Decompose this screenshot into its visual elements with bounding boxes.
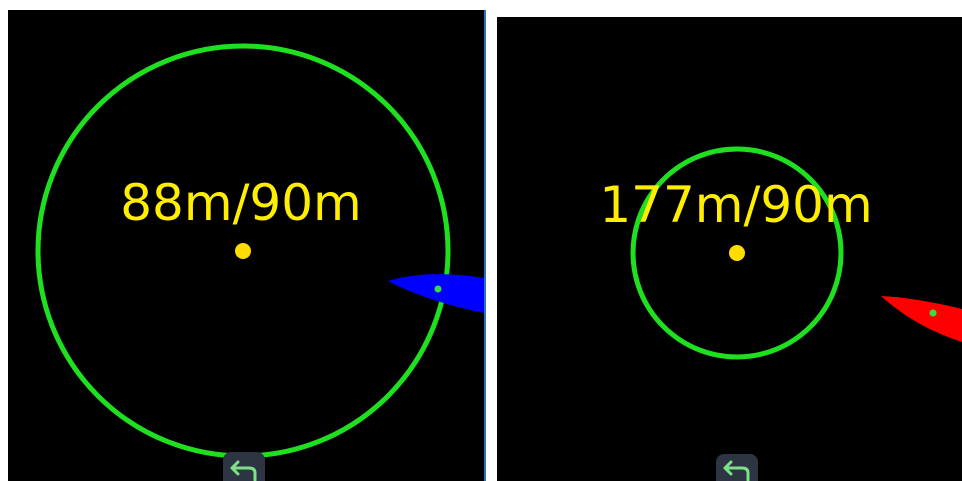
anchor-center-dot [235, 243, 251, 259]
right-anchor-map: 177m/90m [599, 146, 962, 481]
distance-readout: 177m/90m [599, 176, 872, 234]
back-arrow-icon [230, 460, 257, 481]
anchor-center-dot [729, 245, 745, 261]
back-button[interactable] [716, 454, 758, 481]
anchor-radius-circle [630, 146, 844, 360]
left-anchor-map: 88m/90m [35, 43, 484, 481]
boat-position-dot [929, 309, 937, 317]
right-anchor-panel: 177m/90m [497, 17, 962, 481]
back-button[interactable] [223, 452, 265, 481]
boat-icon [388, 274, 484, 313]
panel-divider [484, 10, 486, 481]
boat-position-dot [434, 285, 442, 293]
back-arrow-icon [723, 460, 750, 481]
boat-icon [881, 296, 962, 342]
left-anchor-panel: 88m/90m [8, 10, 484, 481]
distance-readout: 88m/90m [120, 174, 362, 232]
